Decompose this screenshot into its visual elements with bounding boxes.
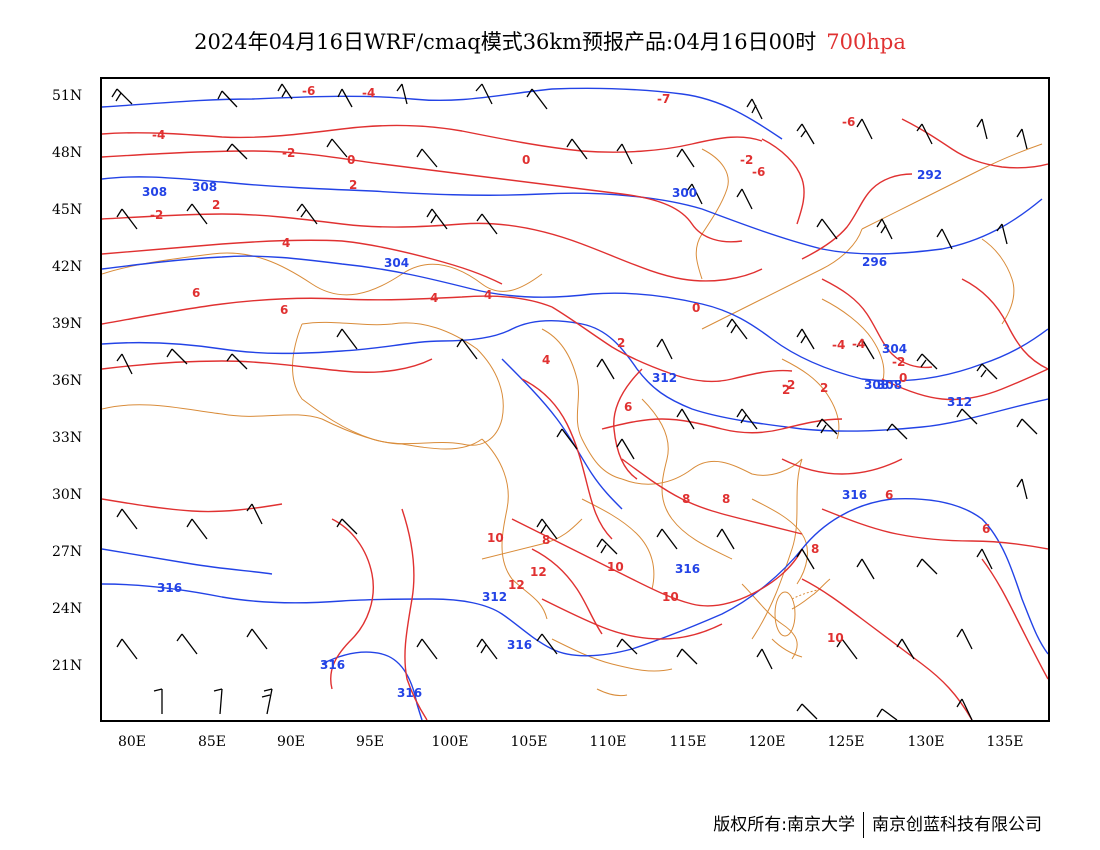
x-tick-label: 95E: [355, 734, 385, 750]
temperature-contour-label: 8: [542, 533, 550, 547]
temperature-contour-label: 6: [624, 400, 632, 414]
y-tick-label: 42N: [52, 259, 83, 275]
temperature-contour-label: -4: [852, 337, 865, 351]
temperature-contour-label: 10: [607, 560, 624, 574]
temperature-contour-label: -2: [282, 146, 295, 160]
height-contour-label: 316: [842, 488, 867, 502]
temperature-contour-label: 4: [430, 291, 438, 305]
height-contour-label: 304: [882, 342, 907, 356]
y-tick-label: 45N: [52, 202, 83, 218]
temperature-contour-label: -4: [832, 338, 845, 352]
wind-barbs: [111, 83, 1038, 720]
x-tick-label: 135E: [986, 734, 1024, 750]
height-contour-label: 308: [877, 378, 902, 392]
temperature-contour-label: 0: [347, 153, 355, 167]
chart-title: 2024年04月16日WRF/cmaq模式36km预报产品:04月16日00时 7…: [0, 26, 1100, 56]
copyright-footer: 版权所有:南京大学 南京创蓝科技有限公司: [713, 810, 1042, 838]
temperature-contour-label: 4: [484, 288, 492, 302]
height-contour-label: 316: [320, 658, 345, 672]
copyright-company: 南京创蓝科技有限公司: [872, 815, 1042, 835]
title-level: 700hpa: [826, 30, 906, 54]
temperature-contour-label: 2: [349, 178, 357, 192]
y-tick-label: 51N: [52, 88, 83, 104]
height-contour-label: 296: [862, 255, 887, 269]
height-contour-label: 316: [675, 562, 700, 576]
temperature-contour-label: 8: [811, 542, 819, 556]
x-tick-label: 105E: [510, 734, 548, 750]
temperature-contour-label: -6: [842, 115, 855, 129]
temperature-contour-label: -6: [302, 84, 315, 98]
temperature-contour-label: -6: [752, 165, 765, 179]
height-contour-label: 316: [507, 638, 532, 652]
y-tick-label: 33N: [52, 430, 83, 446]
temperature-contour-label: 6: [885, 488, 893, 502]
y-tick-label: 21N: [52, 658, 83, 674]
title-main: 2024年04月16日WRF/cmaq模式36km预报产品:04月16日00时: [194, 30, 817, 54]
x-tick-label: 85E: [197, 734, 227, 750]
footer-divider: [863, 812, 864, 838]
temperature-contour-label: 6: [280, 303, 288, 317]
height-contour-label: 308: [192, 180, 217, 194]
map-canvas: 308 3083043002962923043083123123083163163…: [102, 83, 1048, 720]
temperature-contours: [102, 118, 1048, 720]
height-contour-label: 308: [142, 185, 167, 199]
temperature-contour-label: -7: [657, 92, 670, 106]
x-tick-label: 130E: [907, 734, 945, 750]
height-contour-label: 312: [482, 590, 507, 604]
temperature-contour-label: 12: [508, 578, 525, 592]
temperature-contour-label: 4: [282, 236, 290, 250]
y-tick-label: 48N: [52, 145, 83, 161]
x-tick-label: 80E: [117, 734, 147, 750]
temperature-contour-label: -4: [152, 128, 165, 142]
height-contour-label: 316: [157, 581, 182, 595]
temperature-contour-label: 10: [827, 631, 844, 645]
height-contours: [102, 87, 1048, 720]
x-tick-label: 115E: [669, 734, 707, 750]
height-contour-label: 316: [397, 686, 422, 700]
temperature-contour-label: 12: [530, 565, 547, 579]
temperature-contour-label: 6: [192, 286, 200, 300]
temperature-contour-label: 10: [487, 531, 504, 545]
height-contour-label: 304: [384, 256, 409, 270]
height-contour-label: 308: [864, 378, 889, 392]
height-contour-label: 292: [917, 168, 942, 182]
x-tick-label: 120E: [748, 734, 786, 750]
temperature-contour-label: -2: [150, 208, 163, 222]
x-tick-label: 125E: [827, 734, 865, 750]
temperature-contour-label: -2: [892, 355, 905, 369]
y-tick-label: 36N: [52, 373, 83, 389]
temperature-contour-label: 4: [542, 353, 550, 367]
temperature-contour-label: -2: [782, 378, 795, 392]
y-tick-label: 30N: [52, 487, 83, 503]
x-tick-label: 90E: [276, 734, 306, 750]
temperature-contour-label: -4: [362, 86, 375, 100]
y-tick-label: 24N: [52, 601, 83, 617]
x-tick-label: 110E: [589, 734, 627, 750]
temperature-contour-label: 8: [682, 492, 690, 506]
temperature-contour-label: 6: [982, 522, 990, 536]
height-contour-label: 300: [672, 186, 697, 200]
temperature-contour-label: 10: [662, 590, 679, 604]
copyright-owner: 版权所有:南京大学: [713, 815, 855, 835]
temperature-contour-label: 2: [617, 336, 625, 350]
temperature-contour-label: 8: [722, 492, 730, 506]
y-tick-label: 39N: [52, 316, 83, 332]
x-tick-label: 100E: [431, 734, 469, 750]
temperature-contour-label: 0: [522, 153, 530, 167]
height-contour-label: 312: [947, 395, 972, 409]
temperature-contour-label: 2: [820, 381, 828, 395]
map-panel: 308 308 304 300 296 292 304 308 312 312 308 316 316 3…: [100, 77, 1050, 722]
temperature-contour-label: 0: [899, 371, 907, 385]
temperature-contour-label: 2: [782, 383, 790, 397]
temperature-contour-label: 0: [692, 301, 700, 315]
contour-labels: 308 3083043002962923043083123123083163163…: [142, 84, 990, 700]
y-tick-label: 27N: [52, 544, 83, 560]
height-contour-label: 312: [652, 371, 677, 385]
temperature-contour-label: 2: [212, 198, 220, 212]
temperature-contour-label: -2: [740, 153, 753, 167]
